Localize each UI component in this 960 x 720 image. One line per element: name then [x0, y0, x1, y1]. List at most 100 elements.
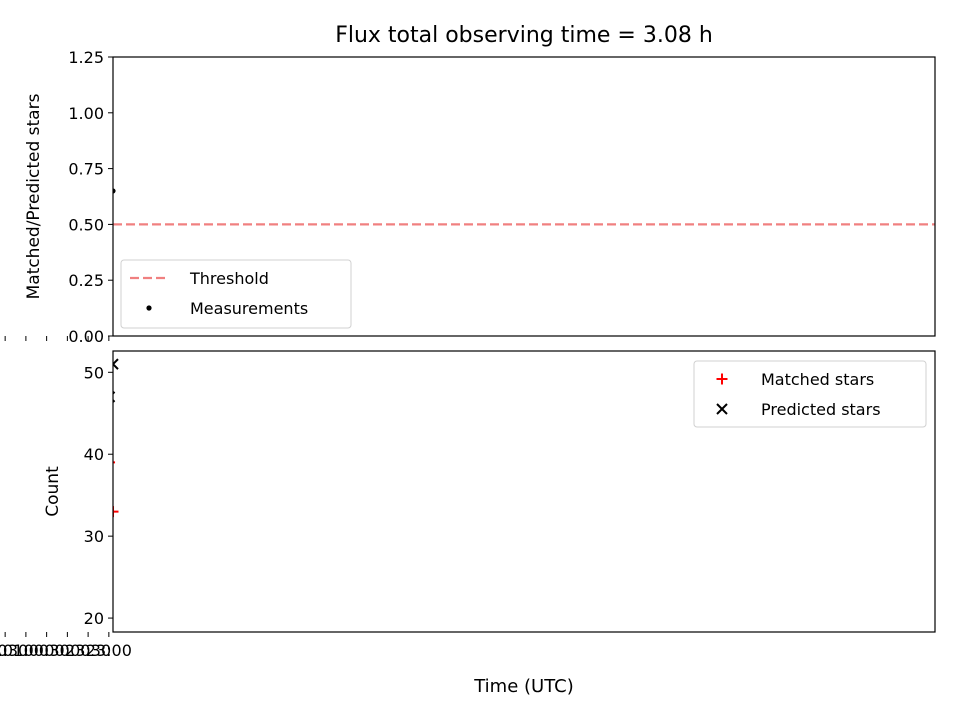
matched-star-point	[11, 514, 22, 525]
matched-star-point	[0, 490, 1, 501]
measurement-point	[113, 188, 116, 194]
predicted-star-point	[25, 515, 35, 525]
measurement-point	[14, 170, 19, 175]
matched-star-point	[31, 596, 42, 607]
predicted-star-point	[18, 392, 28, 402]
matched-star-point	[59, 580, 70, 591]
predicted-star-point	[8, 392, 18, 402]
y-axis-label: Count	[43, 466, 63, 517]
y-tick-label: 0.50	[68, 215, 104, 234]
legend-matched-swatch	[716, 373, 728, 385]
axes-frame	[112, 56, 936, 337]
matched-star-point	[83, 481, 94, 492]
predicted-star-point	[42, 572, 52, 582]
predicted-star-point	[113, 358, 119, 370]
matched-star-point	[4, 522, 15, 533]
top-panel: 0.00 0.25 0.50 0.75 1.00 1.25 Matched/Predicte…	[0, 48, 936, 346]
measurement-point	[17, 175, 22, 180]
measurement-point	[107, 148, 112, 153]
matched-star-point	[94, 400, 105, 411]
matched-star-point	[101, 432, 112, 443]
matched-star-point	[21, 506, 32, 517]
predicted-star-point	[77, 425, 87, 435]
legend-measurement-swatch	[146, 305, 152, 311]
measurement-point	[45, 333, 50, 338]
y-tick-label: 0.75	[68, 160, 104, 179]
legend-predicted-swatch	[716, 403, 728, 415]
x-tick-label: 23:30	[65, 641, 111, 660]
plot-area	[0, 88, 935, 338]
series-predicted-stars	[0, 358, 119, 582]
y-tick-label: 1.25	[68, 48, 104, 67]
predicted-star-point	[15, 416, 25, 426]
x-tick-label: 01:30	[0, 641, 28, 660]
measurement-point	[83, 133, 88, 138]
matched-star-point	[63, 580, 74, 591]
y-tick-label: 1.00	[68, 104, 104, 123]
predicted-star-point	[0, 441, 7, 451]
matched-star-point	[49, 604, 60, 615]
legend-label: Threshold	[189, 269, 269, 288]
predicted-star-point	[67, 523, 77, 533]
matched-star-point	[14, 522, 25, 533]
legend-label: Matched stars	[761, 370, 874, 389]
axes-frame	[112, 350, 936, 633]
measurement-point	[103, 130, 108, 135]
measurement-point	[100, 141, 105, 146]
x-tick-label: 02:00	[0, 641, 7, 660]
matched-star-point	[87, 432, 98, 443]
legend: Threshold Measurements	[120, 259, 352, 329]
predicted-star-point	[1, 375, 11, 385]
measurement-point	[0, 148, 5, 153]
matched-star-point	[69, 547, 80, 558]
matched-star-point	[73, 498, 84, 509]
measurement-point	[7, 170, 12, 175]
predicted-star-point	[35, 564, 45, 574]
predicted-star-point	[0, 408, 4, 418]
legend-label: Predicted stars	[761, 400, 881, 419]
measurement-point	[59, 146, 64, 151]
predicted-star-point	[28, 416, 38, 426]
y-tick-label: 0.25	[68, 271, 104, 290]
predicted-star-point	[101, 400, 111, 410]
matched-star-point	[113, 506, 119, 518]
predicted-star-point	[11, 416, 21, 426]
matched-star-point	[80, 481, 91, 492]
measurement-point	[62, 333, 67, 338]
predicted-star-point	[94, 425, 104, 435]
x-tick-label: 01:00	[3, 641, 49, 660]
x-tick-label: 00:30	[24, 641, 70, 660]
x-tick-label: 00:00	[44, 641, 90, 660]
measurement-point	[79, 146, 84, 151]
y-axis-label: Matched/Predicted stars	[24, 93, 44, 299]
matched-star-point	[97, 432, 108, 443]
x-tick-label: 23:00	[86, 641, 132, 660]
y-tick-label: 40	[84, 445, 104, 464]
measurement-point	[52, 333, 57, 338]
predicted-star-point	[91, 425, 101, 435]
measurement-point	[55, 333, 60, 338]
matched-star-point	[0, 498, 8, 509]
measurement-point	[97, 95, 102, 100]
measurement-point	[10, 177, 15, 182]
measurement-point	[76, 88, 81, 93]
measurement-point	[69, 133, 74, 138]
matched-star-point	[28, 547, 39, 558]
matched-star-point	[42, 604, 53, 615]
matched-star-point	[56, 604, 67, 615]
y-tick-label: 0.00	[68, 327, 104, 346]
series-measurements	[0, 88, 116, 338]
predicted-star-point	[4, 425, 14, 435]
predicted-star-point	[22, 367, 32, 377]
predicted-star-point	[87, 400, 97, 410]
matched-star-point	[76, 481, 87, 492]
matched-star-point	[25, 498, 36, 509]
measurement-point	[72, 126, 77, 131]
measurement-point	[90, 130, 95, 135]
legend-box	[693, 360, 927, 428]
y-tick-label: 50	[84, 363, 104, 382]
x-axis-label: Time (UTC)	[473, 676, 574, 697]
matched-star-point	[7, 506, 18, 517]
predicted-star-point	[39, 572, 49, 582]
